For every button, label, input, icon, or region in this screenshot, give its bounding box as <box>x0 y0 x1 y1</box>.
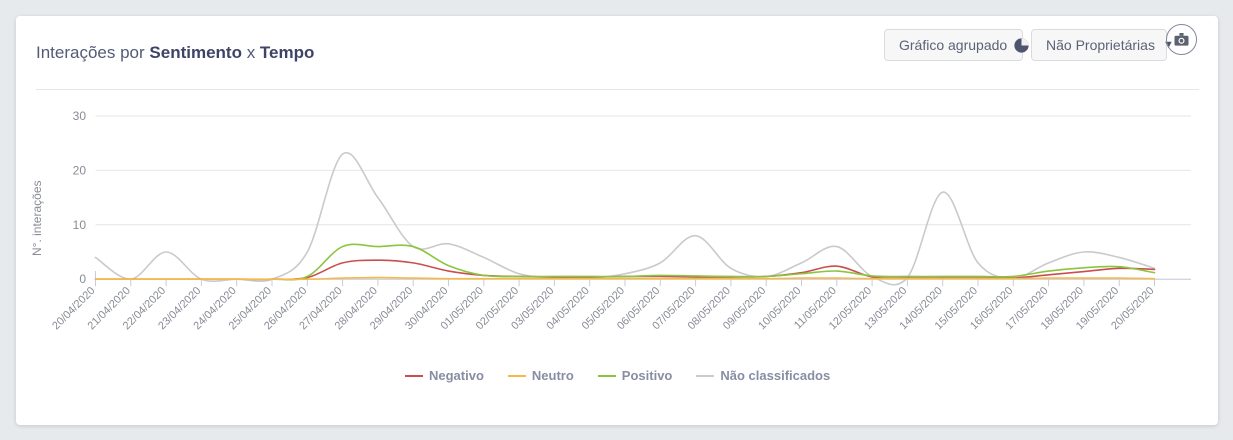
svg-text:0: 0 <box>79 272 86 286</box>
svg-text:10: 10 <box>73 218 87 232</box>
svg-text:30: 30 <box>73 109 87 123</box>
svg-text:20: 20 <box>73 163 87 177</box>
